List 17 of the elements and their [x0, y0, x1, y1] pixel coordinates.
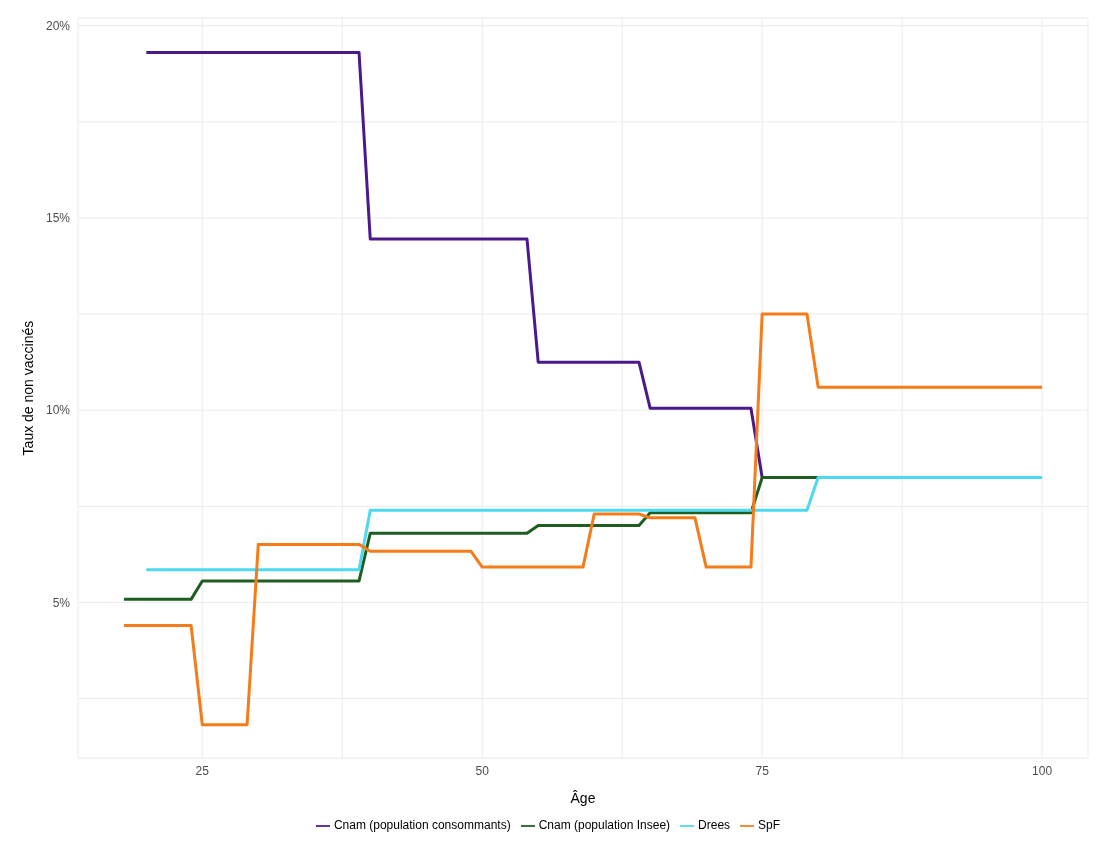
y-tick-label: 5% [52, 595, 71, 610]
x-tick-label: 50 [475, 763, 490, 778]
legend-label: Cnam (population Insee) [538, 818, 671, 833]
legend-label: SpF [758, 818, 781, 833]
y-tick-label: 10% [45, 403, 71, 418]
x-tick-label: 25 [195, 763, 210, 778]
x-tick-label: 100 [1032, 763, 1053, 778]
y-tick-label: 15% [45, 211, 71, 226]
line-series [144, 51, 764, 479]
x-tick-label: 75 [755, 763, 770, 778]
legend-label: Cnam (population consommants) [333, 818, 511, 833]
line-series [122, 475, 820, 601]
legend-label: Drees [698, 818, 731, 833]
y-tick-label: 20% [45, 18, 71, 33]
y-axis-title: Taux de non vaccinés [19, 320, 36, 456]
line-series [122, 312, 1044, 727]
x-axis-title: Âge [570, 790, 596, 807]
